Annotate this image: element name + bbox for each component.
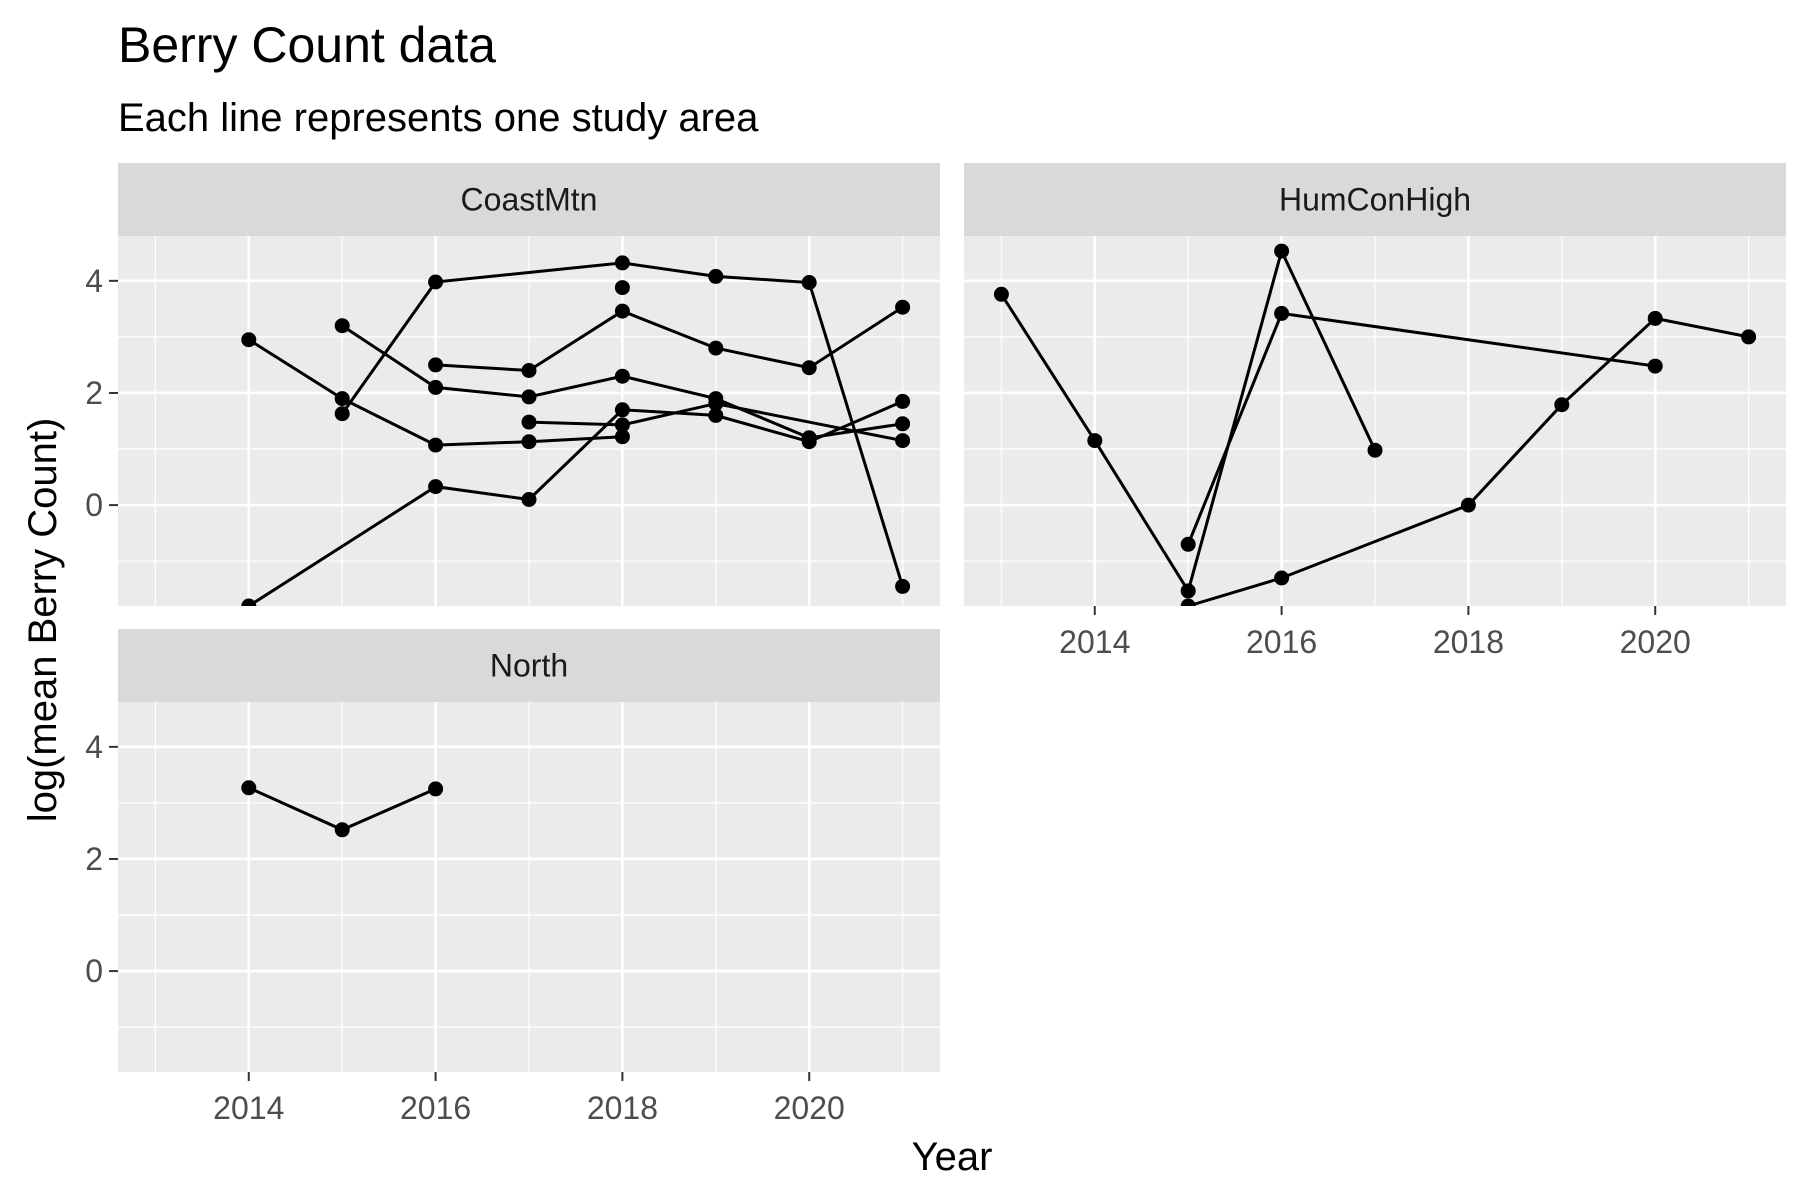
data-point	[993, 286, 1009, 302]
x-tick-label: 2014	[213, 1090, 284, 1126]
strip-label: North	[490, 648, 568, 684]
data-point	[614, 402, 630, 418]
facet-strip: North	[118, 629, 940, 702]
series-6	[521, 396, 911, 449]
series-line	[435, 305, 904, 373]
data-point	[708, 268, 724, 284]
series-5	[428, 299, 911, 378]
strip-label: CoastMtn	[461, 182, 598, 218]
data-point	[1367, 442, 1383, 458]
y-tick-label: 2	[85, 375, 103, 411]
series-7	[614, 280, 630, 296]
data-point	[428, 379, 444, 395]
data-point	[895, 299, 911, 315]
facet-strip: HumConHigh	[964, 163, 1786, 236]
data-point	[1274, 305, 1290, 321]
data-point	[1554, 397, 1570, 413]
data-point	[708, 340, 724, 356]
chart-title: Berry Count data	[118, 17, 496, 73]
data-point	[708, 407, 724, 423]
data-point	[428, 437, 444, 453]
grid-lines	[118, 702, 940, 1072]
x-axis-title: Year	[912, 1135, 993, 1179]
data-point	[1180, 598, 1196, 606]
x-tick-label: 2020	[1620, 624, 1691, 660]
y-tick-label: 4	[85, 263, 103, 299]
data-point	[614, 368, 630, 384]
data-point	[1274, 570, 1290, 586]
y-tick-label: 2	[85, 841, 103, 877]
data-point	[801, 434, 817, 450]
data-point	[428, 479, 444, 495]
data-point	[334, 406, 350, 422]
series-3	[334, 255, 911, 594]
data-point	[334, 822, 350, 838]
data-point	[1274, 243, 1290, 259]
chart-subtitle: Each line represents one study area	[118, 96, 759, 140]
data-point	[1647, 310, 1663, 326]
facet-strip: CoastMtn	[118, 163, 940, 236]
data-point	[1180, 583, 1196, 599]
data-point	[428, 274, 444, 290]
data-point	[801, 275, 817, 290]
x-tick-label: 2020	[774, 1090, 845, 1126]
data-point	[614, 280, 630, 296]
data-point	[521, 363, 537, 378]
data-point	[428, 781, 444, 797]
data-point	[521, 414, 537, 430]
data-point	[801, 360, 817, 376]
y-tick-label: 0	[85, 953, 103, 989]
data-point	[1087, 433, 1103, 449]
series-1	[241, 332, 630, 453]
strip-background	[118, 163, 940, 236]
data-point	[521, 389, 537, 405]
strip-label: HumConHigh	[1279, 182, 1471, 218]
data-point	[614, 255, 630, 271]
data-point	[428, 357, 444, 373]
x-tick-label: 2018	[1433, 624, 1504, 660]
data-point	[334, 318, 350, 334]
series-1	[241, 780, 444, 838]
series-2	[1180, 305, 1663, 552]
strip-background	[964, 163, 1786, 236]
data-point	[521, 492, 537, 507]
series-line	[340, 261, 905, 587]
data-point	[895, 393, 911, 409]
data-point	[614, 429, 630, 445]
data-point	[614, 417, 630, 433]
y-tick-label: 0	[85, 487, 103, 523]
series-line	[1187, 316, 1749, 606]
data-point	[1741, 329, 1757, 345]
data-point	[895, 578, 911, 594]
y-tick-label: 4	[85, 729, 103, 765]
data-point	[241, 598, 257, 606]
data-point	[1460, 497, 1476, 513]
data-point	[334, 391, 350, 407]
x-tick-label: 2016	[1246, 624, 1317, 660]
data-point	[1647, 358, 1663, 374]
strip-background	[118, 629, 940, 702]
data-point	[895, 433, 911, 449]
x-tick-label: 2016	[400, 1090, 471, 1126]
data-point	[614, 303, 630, 319]
x-tick-label: 2014	[1059, 624, 1130, 660]
data-point	[521, 434, 537, 450]
facet-panels: CoastMtn 0 2 4 HumConHigh 2014 2016 2018 2020 Nor…	[85, 163, 1786, 1126]
series-4	[241, 393, 911, 606]
data-point	[708, 396, 724, 412]
data-point	[1180, 536, 1196, 552]
data-point	[241, 332, 257, 348]
x-tick-label: 2018	[587, 1090, 658, 1126]
y-axis-title: log(mean Berry Count)	[21, 418, 65, 823]
data-point	[241, 780, 257, 796]
series-line	[528, 402, 903, 443]
data-point	[895, 416, 911, 432]
series-3	[1180, 310, 1757, 606]
